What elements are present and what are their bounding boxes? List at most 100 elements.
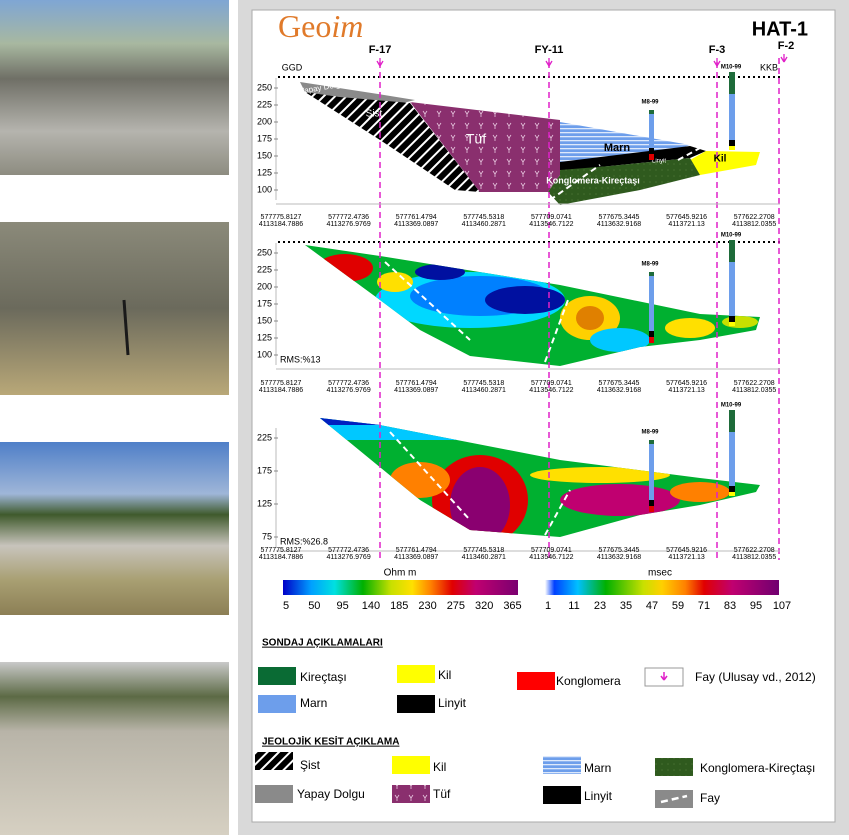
scale-tick: 5 xyxy=(283,600,289,612)
legend-swatch xyxy=(660,794,688,804)
y-tick-label: 200 xyxy=(257,281,272,291)
borehole-label: M8-99 xyxy=(641,100,659,106)
y-tick-label: 175 xyxy=(257,298,272,308)
scale-tick: 365 xyxy=(503,600,521,612)
colorbar xyxy=(283,580,518,595)
geology-label: Şist xyxy=(366,109,383,120)
photo xyxy=(0,0,229,175)
coordinate: 4113276.9769 xyxy=(326,554,370,561)
borehole xyxy=(649,506,654,512)
scale-tick: 1 xyxy=(545,600,551,612)
borehole xyxy=(729,146,735,150)
legend-label: Konglomera xyxy=(556,674,621,688)
coordinate: 4113812.0355 xyxy=(732,387,776,394)
coordinate: 4113632.9168 xyxy=(597,221,641,228)
scale-unit: Ohm m xyxy=(384,568,417,579)
coordinate: 4113546.7122 xyxy=(529,221,573,228)
legend-label: Konglomera-Kireçtaşı xyxy=(700,761,815,775)
coordinate: 577622.2708 xyxy=(734,547,775,554)
coordinate: 577761.4794 xyxy=(396,547,437,554)
logo: Geoim xyxy=(278,8,363,44)
title: HAT-1 xyxy=(752,18,808,40)
y-tick-label: 175 xyxy=(257,465,272,475)
scale-tick: 95 xyxy=(750,600,762,612)
legend-swatch xyxy=(660,672,668,681)
scale-unit: msec xyxy=(648,568,672,579)
legend-label: Şist xyxy=(300,758,321,772)
borehole xyxy=(729,240,735,262)
borehole xyxy=(649,331,654,337)
borehole xyxy=(729,240,735,326)
y-tick-label: 250 xyxy=(257,247,272,257)
tuff-unit xyxy=(410,102,560,192)
fault-line xyxy=(384,261,569,363)
scale-tick: 35 xyxy=(620,600,632,612)
borehole xyxy=(729,410,735,432)
legend-label: Marn xyxy=(300,696,327,710)
coordinate: 4113369.0897 xyxy=(394,554,438,561)
section-end: GGD xyxy=(282,62,303,72)
coordinate: 4113184.7886 xyxy=(259,554,303,561)
clay-unit xyxy=(690,151,760,175)
legend-swatch xyxy=(392,785,430,803)
y-tick-label: 75 xyxy=(262,531,272,541)
coordinate: 577772.4736 xyxy=(328,547,369,554)
coordinate: 4113460.2871 xyxy=(462,554,506,561)
coordinate: 4113812.0355 xyxy=(732,554,776,561)
geology-label: Kil xyxy=(714,154,727,165)
borehole xyxy=(649,440,654,444)
well-arrow xyxy=(780,54,788,63)
legend-label: Kil xyxy=(438,668,451,682)
y-tick-label: 125 xyxy=(257,498,272,508)
legend-swatch xyxy=(397,665,435,683)
borehole-label: M10-99 xyxy=(721,65,742,71)
legend-swatch xyxy=(543,756,581,774)
legend-swatch xyxy=(655,758,693,776)
borehole xyxy=(729,72,735,150)
coordinate: 4113546.7122 xyxy=(529,554,573,561)
legend-swatch xyxy=(543,786,581,804)
borehole xyxy=(729,316,735,322)
photo-hammer xyxy=(122,299,130,356)
coordinate: 577645.9216 xyxy=(666,380,707,387)
scale-tick: 230 xyxy=(418,600,436,612)
borehole-label: M10-99 xyxy=(721,233,742,239)
borehole xyxy=(649,154,654,160)
scale-tick: 59 xyxy=(672,600,684,612)
y-tick-label: 225 xyxy=(257,432,272,442)
legend-swatch xyxy=(397,695,435,713)
borehole xyxy=(649,272,654,343)
coordinate: 577709.0741 xyxy=(531,547,572,554)
section-end: KKB xyxy=(760,62,778,72)
borehole-label: M8-99 xyxy=(641,262,659,268)
coordinate: 577772.4736 xyxy=(328,214,369,221)
coordinate: 577772.4736 xyxy=(328,380,369,387)
scale-tick: 50 xyxy=(308,600,320,612)
scale-tick: 275 xyxy=(447,600,465,612)
coordinate: 577675.3445 xyxy=(599,380,640,387)
scale-tick: 107 xyxy=(773,600,791,612)
scale-tick: 71 xyxy=(698,600,710,612)
legend-swatch xyxy=(258,695,296,713)
geology-label: Linyit xyxy=(652,159,666,165)
borehole xyxy=(649,500,654,506)
legend-label: Fay xyxy=(700,791,720,805)
well-arrow xyxy=(545,58,553,67)
coordinate: 577709.0741 xyxy=(531,380,572,387)
legend-title: SONDAJ AÇIKLAMALARI xyxy=(262,638,383,649)
well-arrow xyxy=(376,58,384,67)
y-tick-label: 175 xyxy=(257,133,272,143)
coordinate: 4113369.0897 xyxy=(394,221,438,228)
legend-label: Marn xyxy=(584,761,611,775)
legend-title: JEOLOJİK KESİT AÇIKLAMA xyxy=(262,735,399,748)
borehole xyxy=(649,148,654,154)
legend-label: Kireçtaşı xyxy=(300,670,347,684)
y-tick-label: 100 xyxy=(257,184,272,194)
scale-tick: 95 xyxy=(337,600,349,612)
coordinate: 4113460.2871 xyxy=(462,221,506,228)
rms-label: RMS:%26.8 xyxy=(280,536,328,546)
photo xyxy=(0,442,229,615)
y-tick-label: 125 xyxy=(257,332,272,342)
geology-label: Tüf xyxy=(466,131,486,147)
legend-swatch xyxy=(517,672,555,690)
